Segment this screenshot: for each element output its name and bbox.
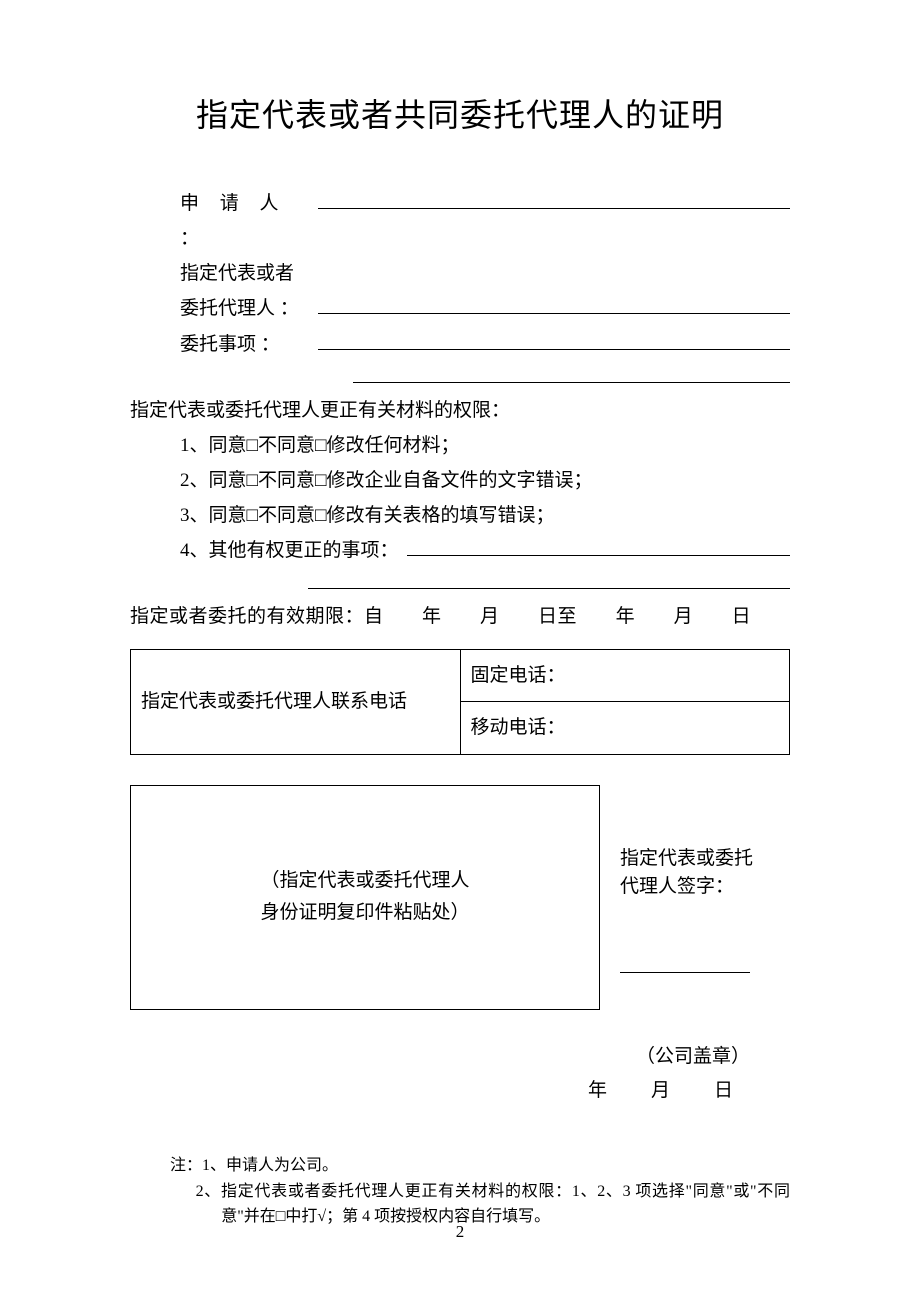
- id-box-line2: 身份证明复印件粘贴处）: [260, 897, 469, 929]
- applicant-input-line[interactable]: [318, 188, 790, 209]
- contact-fixed-cell[interactable]: 固定电话：: [460, 650, 790, 702]
- matter-input-line2[interactable]: [353, 362, 790, 383]
- signature-area: 指定代表或委托 代理人签字：: [600, 785, 790, 1010]
- signature-line[interactable]: [620, 972, 750, 973]
- agent-row: 委托代理人 ：: [180, 291, 790, 326]
- validity-prefix: 指定或者委托的有效期限：自: [130, 606, 384, 627]
- notes-area: 注：1、申请人为公司。 2、指定代表或者委托代理人更正有关材料的权限：1、2、3…: [130, 1153, 790, 1230]
- lower-area: （指定代表或委托代理人 身份证明复印件粘贴处） 指定代表或委托 代理人签字：: [130, 785, 790, 1010]
- validity-y1: 年: [422, 606, 442, 627]
- signature-label-2: 代理人签字：: [620, 873, 790, 902]
- document-title: 指定代表或者共同委托代理人的证明: [130, 90, 790, 136]
- applicant-row: 申 请 人 ：: [180, 186, 790, 256]
- authority-item-1: 1、同意□不同意□修改任何材料；: [180, 428, 790, 463]
- authority-item-4: 4、其他有权更正的事项：: [180, 533, 790, 568]
- contact-left-cell: 指定代表或委托代理人联系电话: [131, 650, 461, 754]
- seal-area: （公司盖章） 年 月 日: [130, 1040, 790, 1108]
- agent-label-row1: 指定代表或者: [180, 256, 790, 291]
- applicant-label: 申 请 人 ：: [180, 186, 310, 256]
- content-area: 申 请 人 ： 指定代表或者 委托代理人 ： 委托事项 ： 指定代表或委托代理人…: [130, 186, 790, 1230]
- matter-label: 委托事项 ：: [180, 327, 310, 362]
- validity-m1: 月: [480, 606, 500, 627]
- seal-text: （公司盖章）: [130, 1040, 750, 1074]
- validity-m2: 月: [674, 606, 694, 627]
- authority-item-3: 3、同意□不同意□修改有关表格的填写错误；: [180, 498, 790, 533]
- contact-table: 指定代表或委托代理人联系电话 固定电话： 移动电话：: [130, 649, 790, 754]
- authority-heading: 指定代表或委托代理人更正有关材料的权限：: [130, 393, 790, 428]
- validity-y2: 年: [616, 606, 636, 627]
- contact-mobile-cell[interactable]: 移动电话：: [460, 702, 790, 754]
- validity-d-to: 日至: [538, 606, 577, 627]
- authority-item-4-input[interactable]: [407, 535, 790, 556]
- authority-item-2: 2、同意□不同意□修改企业自备文件的文字错误；: [180, 463, 790, 498]
- note-1: 注：1、申请人为公司。: [170, 1153, 790, 1179]
- id-copy-box[interactable]: （指定代表或委托代理人 身份证明复印件粘贴处）: [130, 785, 600, 1010]
- matter-input-line1[interactable]: [318, 329, 790, 350]
- validity-d2: 日: [732, 606, 752, 627]
- authority-item-4-input2[interactable]: [308, 568, 790, 589]
- authority-item-4-line2: [180, 568, 790, 589]
- signature-label-1: 指定代表或委托: [620, 845, 790, 874]
- authority-item-4-prefix: 4、其他有权更正的事项：: [180, 533, 399, 568]
- authority-list: 1、同意□不同意□修改任何材料； 2、同意□不同意□修改企业自备文件的文字错误；…: [130, 428, 790, 589]
- page-number: 2: [0, 1222, 920, 1242]
- agent-label-line1: 指定代表或者: [180, 256, 294, 291]
- seal-date[interactable]: 年 月 日: [130, 1074, 750, 1108]
- matter-row2: [180, 362, 790, 383]
- id-box-line1: （指定代表或委托代理人: [260, 865, 469, 897]
- agent-label-line2: 委托代理人 ：: [180, 291, 310, 326]
- validity-row: 指定或者委托的有效期限：自 年 月 日至 年 月 日: [130, 599, 790, 634]
- agent-input-line[interactable]: [318, 294, 790, 315]
- matter-row: 委托事项 ：: [180, 327, 790, 362]
